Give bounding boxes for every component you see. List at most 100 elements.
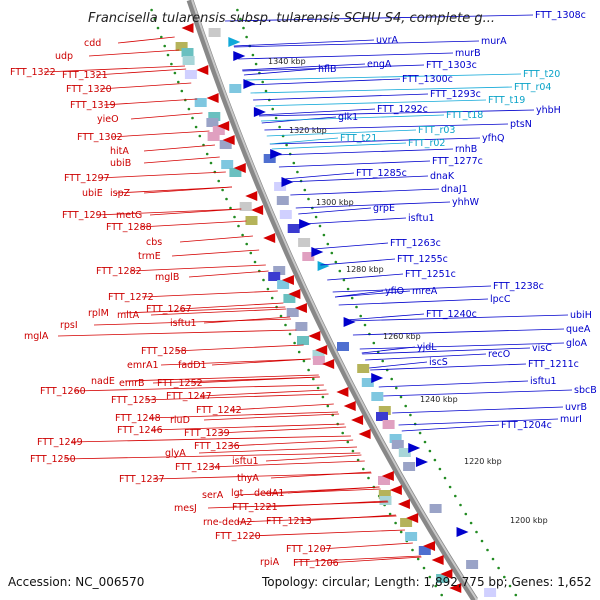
gene-label[interactable]: FTT_1260 <box>40 386 86 397</box>
gene-label[interactable]: yhbH <box>536 105 561 116</box>
gene-label[interactable]: engA <box>367 59 392 70</box>
gene-label[interactable]: FTT_1239 <box>184 428 230 439</box>
gene-label[interactable]: rluD <box>170 415 190 426</box>
gene-label[interactable]: ubiH <box>570 310 592 321</box>
gene-label[interactable]: FTT_t21 <box>340 133 377 144</box>
gene-label[interactable]: serA <box>202 490 224 501</box>
gene-label[interactable]: glyA <box>165 448 186 459</box>
gene-label[interactable]: FTT_1211c <box>528 359 579 370</box>
gene-label[interactable]: FTT_1249 <box>37 437 83 448</box>
gene-label[interactable]: FTT_1282 <box>96 266 142 277</box>
gene-label[interactable]: isftu1 <box>232 456 259 467</box>
gene-label[interactable]: FTT_r02 <box>408 138 445 149</box>
gene-label[interactable]: udp <box>55 51 73 62</box>
gene-label[interactable]: FTT_t18 <box>446 110 483 121</box>
gene-label[interactable]: FTT_1213 <box>266 516 312 527</box>
gene-label[interactable]: FTT_1207 <box>286 544 332 555</box>
gene-label[interactable]: FTT_t20 <box>523 69 560 80</box>
gene-label[interactable]: visC <box>532 343 552 354</box>
gene-label[interactable]: hflB <box>318 64 337 75</box>
gene-label[interactable]: glk1 <box>338 112 358 123</box>
gene-label[interactable]: lpcC <box>490 294 511 305</box>
gene-label[interactable]: dedA1 <box>254 488 284 499</box>
gene-label[interactable]: murI <box>560 414 582 425</box>
gene-label[interactable]: FTT_1291 <box>62 210 108 221</box>
gene-label[interactable]: FTT_1293c <box>430 89 481 100</box>
gene-label[interactable]: ubiB <box>110 158 131 169</box>
gene-label[interactable]: FTT_1251c <box>405 269 456 280</box>
gene-label[interactable]: yfhQ <box>482 133 504 144</box>
gene-label[interactable]: grpE <box>373 203 395 214</box>
gene-label[interactable]: FTT_1263c <box>390 238 441 249</box>
gene-label[interactable]: emrB <box>119 378 145 389</box>
gene-label[interactable]: FTT_1292c <box>377 104 428 115</box>
gene-label[interactable]: cbs <box>146 237 162 248</box>
gene-label[interactable]: yjdL <box>417 342 437 353</box>
gene-label[interactable]: isftu1 <box>170 318 197 329</box>
gene-label[interactable]: FTT_1277c <box>432 156 483 167</box>
gene-label[interactable]: gloA <box>566 338 587 349</box>
gene-label[interactable]: mltA <box>117 310 140 321</box>
gene-label[interactable]: iscS <box>429 357 448 368</box>
gene-label[interactable]: hitA <box>110 146 129 157</box>
gene-label[interactable]: FTT_t19 <box>488 95 525 106</box>
gene-label[interactable]: FTT_1238c <box>493 281 544 292</box>
gene-label[interactable]: murB <box>455 48 481 59</box>
gene-label[interactable]: FTT_1302 <box>77 132 123 143</box>
gene-label[interactable]: rnhB <box>455 144 477 155</box>
gene-label[interactable]: FTT_1236 <box>194 441 240 452</box>
gene-label[interactable]: FTT_1242 <box>196 405 242 416</box>
gene-label[interactable]: mglB <box>155 272 179 283</box>
gene-label[interactable]: FTT_1319 <box>70 100 116 111</box>
gene-label[interactable]: FTT_1253 <box>111 395 157 406</box>
gene-label[interactable]: ispZ <box>110 188 131 199</box>
gene-label[interactable]: cdd <box>84 38 101 49</box>
gene-label[interactable]: dnaJ1 <box>441 184 468 195</box>
gene-label[interactable]: ubiE <box>82 188 103 199</box>
gene-label[interactable]: yfiO <box>385 286 404 297</box>
gene-label[interactable]: FTT_1252 <box>157 378 203 389</box>
gene-label[interactable]: thyA <box>237 473 259 484</box>
gene-label[interactable]: rplM <box>88 308 109 319</box>
gene-label[interactable]: FTT_1297 <box>64 173 110 184</box>
gene-label[interactable]: FTT_1221 <box>232 502 278 513</box>
gene-label[interactable]: FTT_r04 <box>514 82 551 93</box>
gene-label[interactable]: yieO <box>97 114 119 125</box>
gene-label[interactable]: FTT_1248 <box>115 413 161 424</box>
gene-label[interactable]: FTT_1206 <box>293 558 339 569</box>
gene-label[interactable]: recO <box>488 349 510 360</box>
gene-label[interactable]: FTT_1247 <box>166 391 212 402</box>
gene-label[interactable]: FTT_1321 <box>62 70 108 81</box>
gene-label[interactable]: mesJ <box>174 503 197 514</box>
gene-label[interactable]: fadD1 <box>178 360 207 371</box>
gene-label[interactable]: FTT_1300c <box>402 74 453 85</box>
gene-label[interactable]: yhhW <box>452 197 480 208</box>
gene-label[interactable]: mreA <box>412 286 438 297</box>
gene-label[interactable]: rpsI <box>60 320 78 331</box>
gene-label[interactable]: FTT_r03 <box>418 125 455 136</box>
gene-label[interactable]: sbcB <box>574 385 597 396</box>
gene-label[interactable]: lgt <box>231 488 244 499</box>
gene-label[interactable]: trmE <box>138 251 161 262</box>
gene-label[interactable]: FTT_1285c <box>356 168 407 179</box>
gene-label[interactable]: FTT_1255c <box>397 254 448 265</box>
gene-label[interactable]: FTT_1234 <box>175 462 221 473</box>
gene-label[interactable]: FTT_1308c <box>535 10 586 21</box>
gene-label[interactable]: uvrB <box>565 402 587 413</box>
gene-label[interactable]: dnaK <box>430 171 455 182</box>
gene-label[interactable]: FTT_1303c <box>426 60 477 71</box>
gene-label[interactable]: FTT_1258 <box>141 346 187 357</box>
gene-label[interactable]: FTT_1272 <box>108 292 154 303</box>
gene-label[interactable]: FTT_1322 <box>10 67 56 78</box>
gene-label[interactable]: FTT_1246 <box>117 425 163 436</box>
gene-label[interactable]: FTT_1288 <box>106 222 152 233</box>
gene-label[interactable]: isftu1 <box>530 376 557 387</box>
gene-label[interactable]: FTT_1267 <box>146 304 192 315</box>
gene-label[interactable]: FTT_1237 <box>119 474 165 485</box>
gene-label[interactable]: uvrA <box>376 35 399 46</box>
gene-label[interactable]: FTT_1204c <box>501 420 552 431</box>
gene-label[interactable]: murA <box>481 36 507 47</box>
gene-label[interactable]: FTT_1220 <box>215 531 261 542</box>
gene-label[interactable]: FTT_1320 <box>66 84 112 95</box>
gene-label[interactable]: FTT_1250 <box>30 454 76 465</box>
